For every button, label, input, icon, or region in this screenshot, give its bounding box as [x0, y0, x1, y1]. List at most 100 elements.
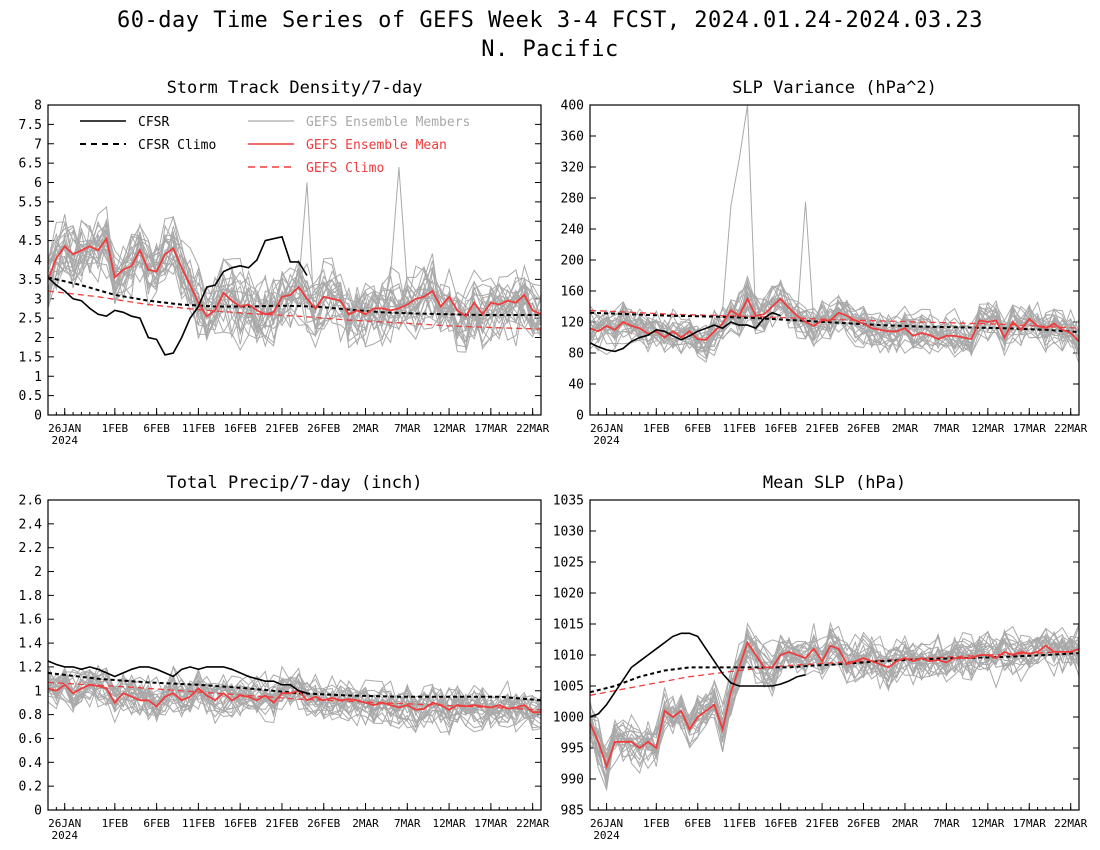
- y-tick-label: 0.5: [19, 389, 42, 404]
- x-tick-label: 11FEB: [182, 817, 215, 830]
- y-tick-label: 40: [568, 378, 584, 393]
- ensemble-member-line: [590, 633, 1079, 776]
- x-tick-label: 1FEB: [643, 817, 670, 830]
- series-line-ens-mean: [590, 640, 1079, 770]
- ensemble-member-line: [48, 664, 541, 724]
- y-tick-label: 80: [568, 347, 584, 362]
- x-tick-label: 16FEB: [224, 817, 257, 830]
- y-tick-label: 1030: [553, 525, 584, 540]
- ensemble-member-line: [48, 234, 541, 343]
- y-tick-label: 2: [34, 331, 42, 346]
- y-tick-label: 5: [34, 215, 42, 230]
- plot-area: [48, 660, 541, 737]
- ensemble-member-line: [590, 292, 1079, 360]
- y-tick-label: 2.5: [19, 312, 42, 327]
- chart-panel-4: Mean SLP (hPa) 985 990 995 1000 1005 1010 1015 1…: [553, 473, 1088, 842]
- plot-frame: [47, 499, 542, 811]
- y-tick-label: 1.8: [19, 589, 42, 604]
- y-tick-label: 1.2: [19, 660, 42, 675]
- x-tick-label: 1FEB: [102, 422, 129, 435]
- x-tick-label: 1FEB: [102, 817, 129, 830]
- x-tick-label: 7MAR: [933, 422, 960, 435]
- x-tick-label: 12MAR: [433, 422, 466, 435]
- x-tick-label: 17MAR: [1013, 817, 1046, 830]
- panel-title: Total Precip/7-day (inch): [167, 473, 423, 493]
- figure-title: 60-day Time Series of GEFS Week 3-4 FCST…: [117, 8, 983, 33]
- x-tick-label: 22MAR: [516, 422, 549, 435]
- series-line-gefs-climo: [590, 650, 1079, 696]
- y-tick-label: 120: [561, 316, 584, 331]
- y-tick-label: 1000: [553, 711, 584, 726]
- ensemble-member-line: [590, 627, 1079, 770]
- y-tick-label: 1015: [553, 618, 584, 633]
- x-tick-label: 26JAN: [590, 422, 623, 435]
- x-tick-label: 16FEB: [764, 817, 797, 830]
- y-tick-label: 990: [561, 773, 584, 788]
- chart-panel-3: Total Precip/7-day (inch)00.20.40.60.811…: [19, 473, 550, 842]
- panel-title: Mean SLP (hPa): [763, 473, 906, 493]
- x-tick-label: 2MAR: [352, 422, 379, 435]
- series-line-cfsr: [590, 632, 806, 718]
- x-tick-label: 21FEB: [806, 422, 839, 435]
- x-tick-label: 22MAR: [1054, 817, 1087, 830]
- x-tick-label: 11FEB: [723, 422, 756, 435]
- series-line-gefs-climo: [48, 290, 541, 330]
- series-line-cfsr: [590, 311, 781, 353]
- x-tick-label: 2MAR: [892, 817, 919, 830]
- x-tick-label: 2MAR: [352, 817, 379, 830]
- x-year-label: 2024: [593, 829, 620, 842]
- x-tick-label: 22MAR: [516, 817, 549, 830]
- figure-header: 60-day Time Series of GEFS Week 3-4 FCST…: [0, 0, 1100, 64]
- x-tick-label: 26FEB: [847, 422, 880, 435]
- x-tick-label: 17MAR: [1013, 422, 1046, 435]
- x-year-label: 2024: [593, 434, 620, 447]
- plot-area: [590, 105, 1079, 363]
- x-tick-label: 26JAN: [48, 422, 81, 435]
- ensemble-member-line: [48, 669, 541, 726]
- y-tick-label: 320: [561, 161, 584, 176]
- x-tick-label: 26FEB: [307, 422, 340, 435]
- plot-frame: [47, 104, 542, 416]
- x-tick-label: 2MAR: [892, 422, 919, 435]
- y-tick-label: 1.6: [19, 613, 42, 628]
- legend-label-cfsr-climo: CFSR Climo: [138, 138, 216, 153]
- ensemble-member-line: [48, 224, 541, 348]
- x-tick-label: 6FEB: [684, 817, 711, 830]
- x-tick-label: 7MAR: [394, 817, 421, 830]
- y-tick-label: 240: [561, 223, 584, 238]
- legend-label-members: GEFS Ensemble Members: [306, 115, 470, 130]
- y-tick-label: 3.5: [19, 273, 42, 288]
- y-tick-label: 2.2: [19, 541, 42, 556]
- y-tick-label: 7.5: [19, 118, 42, 133]
- y-tick-label: 2.4: [19, 517, 43, 532]
- y-tick-label: 1: [34, 370, 42, 385]
- x-tick-label: 26FEB: [847, 817, 880, 830]
- x-tick-label: 17MAR: [474, 422, 507, 435]
- y-tick-label: 360: [561, 130, 584, 145]
- ensemble-member-line: [590, 631, 1079, 775]
- plot-frame: [589, 499, 1080, 811]
- y-tick-label: 2: [34, 565, 42, 580]
- ensemble-member-line: [48, 669, 541, 729]
- y-tick-label: 0.8: [19, 708, 42, 723]
- y-tick-label: 0.6: [19, 732, 42, 747]
- y-tick-label: 1005: [553, 680, 584, 695]
- series-line-ens-mean: [590, 296, 1079, 343]
- y-tick-label: 3: [34, 292, 42, 307]
- y-tick-label: 985: [561, 804, 584, 819]
- y-tick-label: 1.4: [19, 637, 43, 652]
- x-tick-label: 11FEB: [182, 422, 215, 435]
- x-tick-label: 16FEB: [224, 422, 257, 435]
- x-tick-label: 21FEB: [265, 817, 298, 830]
- x-tick-label: 11FEB: [723, 817, 756, 830]
- series-line-ens-mean: [48, 236, 541, 318]
- y-tick-label: 2.6: [19, 494, 42, 509]
- x-year-label: 2024: [51, 434, 78, 447]
- ensemble-member-line: [48, 665, 541, 730]
- ensemble-member-line: [590, 626, 1079, 785]
- y-tick-label: 6: [34, 176, 42, 191]
- x-tick-label: 16FEB: [764, 422, 797, 435]
- y-tick-label: 1.5: [19, 350, 42, 365]
- y-tick-label: 8: [34, 99, 42, 114]
